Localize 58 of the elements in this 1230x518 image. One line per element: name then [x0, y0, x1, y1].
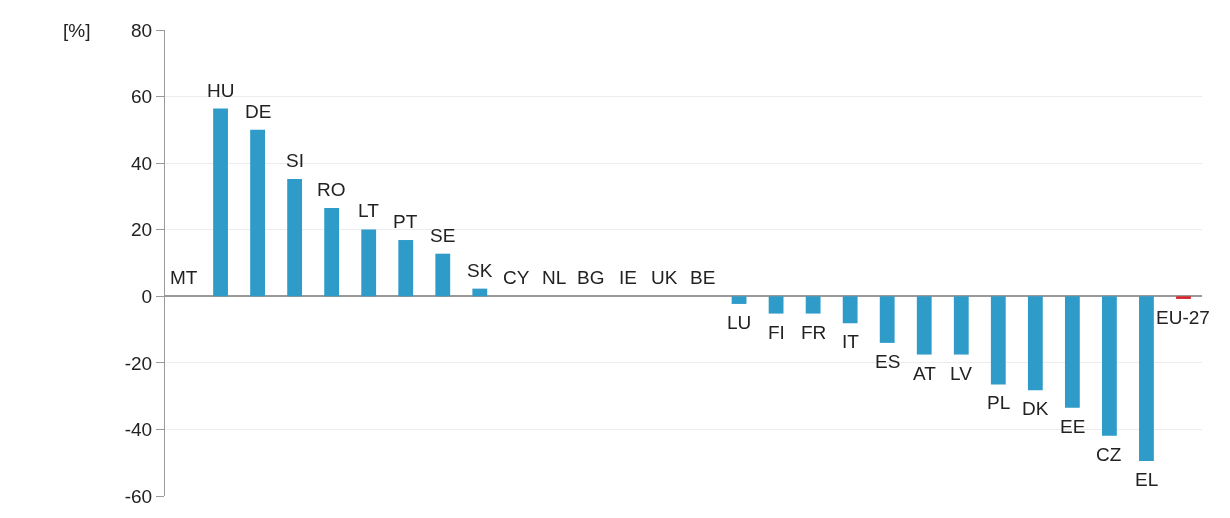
x-tick-label: AT	[913, 363, 937, 384]
x-tick-label: NL	[542, 267, 567, 288]
bar	[768, 296, 784, 314]
y-tick-label: 0	[141, 285, 153, 307]
bar	[879, 296, 895, 343]
bar	[472, 288, 488, 297]
x-tick-label: PL	[987, 392, 1011, 413]
bar	[916, 296, 932, 355]
bar	[805, 296, 821, 314]
x-tick-label: HU	[207, 80, 235, 101]
y-tick-label: 20	[131, 219, 153, 241]
bar	[287, 179, 303, 297]
x-tick-label: EE	[1060, 416, 1086, 437]
bar	[1064, 296, 1080, 408]
x-tick-label: CY	[503, 267, 530, 288]
x-tick-label: EL	[1135, 469, 1159, 490]
bar	[250, 129, 265, 297]
x-tick-label: BE	[690, 267, 716, 288]
y-tick-label: -60	[124, 485, 153, 507]
x-tick-label: SI	[286, 150, 304, 171]
y-axis-title: [%]	[63, 20, 91, 41]
bar	[435, 253, 451, 297]
x-tick-label: FR	[801, 322, 827, 343]
bar	[990, 296, 1006, 385]
y-tick-label: 40	[131, 152, 153, 174]
x-tick-label: RO	[317, 179, 346, 200]
bar	[398, 240, 414, 297]
bar	[1027, 296, 1043, 391]
y-tick-label: -20	[124, 352, 153, 374]
x-tick-label: FI	[768, 322, 785, 343]
x-tick-label: EU-27	[1156, 307, 1210, 328]
x-tick-label: LT	[358, 200, 380, 221]
x-tick-label: PT	[393, 211, 418, 232]
x-tick-label: LV	[950, 363, 973, 384]
x-tick-label: UK	[651, 267, 678, 288]
y-tick-label: -40	[124, 419, 153, 441]
bar	[1102, 296, 1117, 436]
bar	[953, 296, 969, 355]
x-tick-label: MT	[170, 267, 198, 288]
bar	[1176, 296, 1191, 299]
x-tick-label: SK	[467, 260, 493, 281]
bar	[1139, 296, 1154, 462]
bar	[324, 208, 340, 297]
x-tick-label: LU	[727, 312, 752, 333]
bar	[842, 296, 858, 324]
y-tick-label: 60	[131, 86, 153, 108]
y-tick-label: 80	[131, 19, 153, 41]
x-tick-label: CZ	[1096, 444, 1122, 465]
bar	[361, 229, 377, 297]
x-tick-label: ES	[875, 351, 901, 372]
bar	[731, 296, 747, 304]
x-tick-label: DE	[245, 101, 272, 122]
x-tick-label: SE	[430, 225, 456, 246]
x-tick-label: BG	[577, 267, 605, 288]
x-tick-label: IE	[619, 267, 637, 288]
x-tick-label: DK	[1022, 398, 1049, 419]
x-tick-label: IT	[842, 331, 860, 352]
bar	[213, 108, 228, 297]
